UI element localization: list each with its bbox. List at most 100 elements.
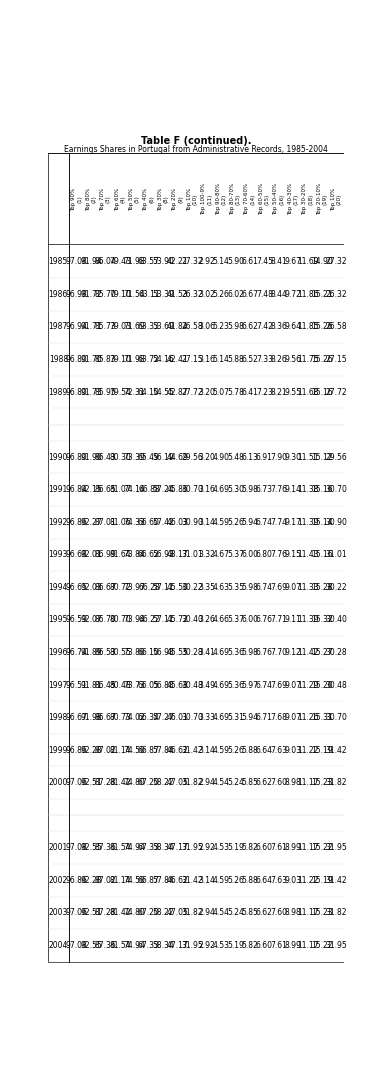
Text: 45.68: 45.68 [167, 681, 189, 689]
Text: 15.26: 15.26 [311, 322, 333, 332]
Text: 31.42: 31.42 [326, 746, 347, 754]
Text: 96.80: 96.80 [66, 453, 87, 462]
Text: 91.72: 91.72 [80, 289, 102, 299]
Text: 6.74: 6.74 [256, 518, 273, 527]
Text: 7.61: 7.61 [270, 941, 287, 950]
Text: 4.69: 4.69 [212, 713, 230, 722]
Text: 7.74: 7.74 [270, 518, 287, 527]
Text: 1989: 1989 [49, 388, 68, 397]
Text: 91.90: 91.90 [80, 453, 102, 462]
Text: Top 100-9%
(11): Top 100-9% (11) [201, 183, 212, 216]
Text: 11.17: 11.17 [297, 778, 319, 787]
Text: 91.70: 91.70 [80, 354, 102, 364]
Text: 81.42: 81.42 [109, 778, 131, 787]
Text: 91.73: 91.73 [80, 388, 102, 397]
Text: 58.34: 58.34 [152, 941, 174, 950]
Text: 66.10: 66.10 [138, 648, 160, 657]
Text: 9.14: 9.14 [285, 486, 302, 494]
Text: 5.07: 5.07 [212, 388, 230, 397]
Text: 1986: 1986 [49, 289, 68, 299]
Text: 66.62: 66.62 [138, 551, 160, 559]
Text: 45.72: 45.72 [167, 616, 189, 624]
Text: 73.73: 73.73 [123, 681, 146, 689]
Text: 27.32: 27.32 [181, 257, 203, 267]
Text: 91.98: 91.98 [80, 713, 102, 722]
Text: 29.56: 29.56 [181, 453, 203, 462]
Text: 74.80: 74.80 [123, 908, 145, 917]
Text: 74.33: 74.33 [123, 518, 146, 527]
Text: 67.33: 67.33 [138, 843, 160, 852]
Text: 7.70: 7.70 [270, 648, 287, 657]
Text: 11.33: 11.33 [297, 583, 319, 592]
Text: 6.74: 6.74 [256, 681, 273, 689]
Text: 5.23: 5.23 [213, 322, 230, 332]
Text: 29.56: 29.56 [326, 453, 348, 462]
Text: 86.65: 86.65 [95, 486, 117, 494]
Text: 6.41: 6.41 [241, 388, 258, 397]
Text: 9.12: 9.12 [285, 648, 302, 657]
Text: 15.28: 15.28 [311, 583, 333, 592]
Text: 5.35: 5.35 [227, 583, 244, 592]
Text: 80.70: 80.70 [109, 616, 131, 624]
Text: 30.90: 30.90 [325, 518, 348, 527]
Text: 5.24: 5.24 [227, 908, 244, 917]
Text: 3.14: 3.14 [198, 746, 215, 754]
Text: 5.48: 5.48 [227, 453, 244, 462]
Text: 5.82: 5.82 [241, 941, 258, 950]
Text: 3.35: 3.35 [198, 583, 215, 592]
Text: 11.75: 11.75 [297, 354, 319, 364]
Text: 87.02: 87.02 [95, 876, 117, 885]
Text: 5.78: 5.78 [227, 388, 244, 397]
Text: 2.92: 2.92 [198, 941, 215, 950]
Text: 3.41: 3.41 [198, 648, 215, 657]
Text: 67.33: 67.33 [138, 941, 160, 950]
Text: 74.80: 74.80 [123, 778, 145, 787]
Text: 96.59: 96.59 [66, 616, 87, 624]
Text: 58.22: 58.22 [152, 778, 174, 787]
Text: 7.76: 7.76 [270, 551, 287, 559]
Text: 30.40: 30.40 [325, 616, 348, 624]
Text: 7.45: 7.45 [256, 257, 273, 267]
Text: 11.17: 11.17 [297, 843, 319, 852]
Text: 11.68: 11.68 [297, 388, 319, 397]
Text: Top 30-20%
(18): Top 30-20% (18) [302, 183, 313, 216]
Text: 42.41: 42.41 [167, 354, 189, 364]
Text: 5.98: 5.98 [241, 486, 258, 494]
Text: 3.26: 3.26 [198, 616, 215, 624]
Text: 5.37: 5.37 [227, 616, 244, 624]
Text: Top 20-10%
(19): Top 20-10% (19) [317, 183, 327, 216]
Text: 96.86: 96.86 [66, 876, 87, 885]
Text: 5.36: 5.36 [227, 681, 244, 689]
Text: 3.14: 3.14 [198, 518, 215, 527]
Text: 57.11: 57.11 [152, 616, 174, 624]
Text: 57.84: 57.84 [152, 746, 174, 754]
Text: 31.95: 31.95 [326, 941, 348, 950]
Text: 8.21: 8.21 [270, 388, 287, 397]
Text: 3.14: 3.14 [198, 876, 215, 885]
Text: 87.28: 87.28 [95, 778, 116, 787]
Text: 86.67: 86.67 [95, 713, 117, 722]
Text: 4.66: 4.66 [212, 616, 230, 624]
Text: 6.76: 6.76 [256, 616, 273, 624]
Text: 30.70: 30.70 [181, 713, 203, 722]
Text: 1994: 1994 [49, 583, 68, 592]
Text: 96.84: 96.84 [66, 486, 87, 494]
Text: 30.40: 30.40 [181, 616, 203, 624]
Text: 79.10: 79.10 [109, 289, 131, 299]
Text: Top 70-60%
(14): Top 70-60% (14) [244, 183, 255, 216]
Text: 4.54: 4.54 [212, 908, 230, 917]
Text: 15.19: 15.19 [311, 876, 333, 885]
Text: Top 80%
(2): Top 80% (2) [86, 188, 97, 211]
Text: 47.17: 47.17 [167, 843, 189, 852]
Text: 5.19: 5.19 [227, 843, 244, 852]
Text: 87.36: 87.36 [95, 941, 117, 950]
Text: 27.32: 27.32 [326, 257, 347, 267]
Text: 15.32: 15.32 [311, 616, 333, 624]
Text: 96.94: 96.94 [66, 322, 87, 332]
Text: 3.20: 3.20 [198, 453, 215, 462]
Text: 64.10: 64.10 [138, 388, 160, 397]
Text: 11.86: 11.86 [297, 289, 319, 299]
Text: 6.76: 6.76 [256, 648, 273, 657]
Text: 42.21: 42.21 [167, 257, 188, 267]
Text: 3.16: 3.16 [198, 486, 215, 494]
